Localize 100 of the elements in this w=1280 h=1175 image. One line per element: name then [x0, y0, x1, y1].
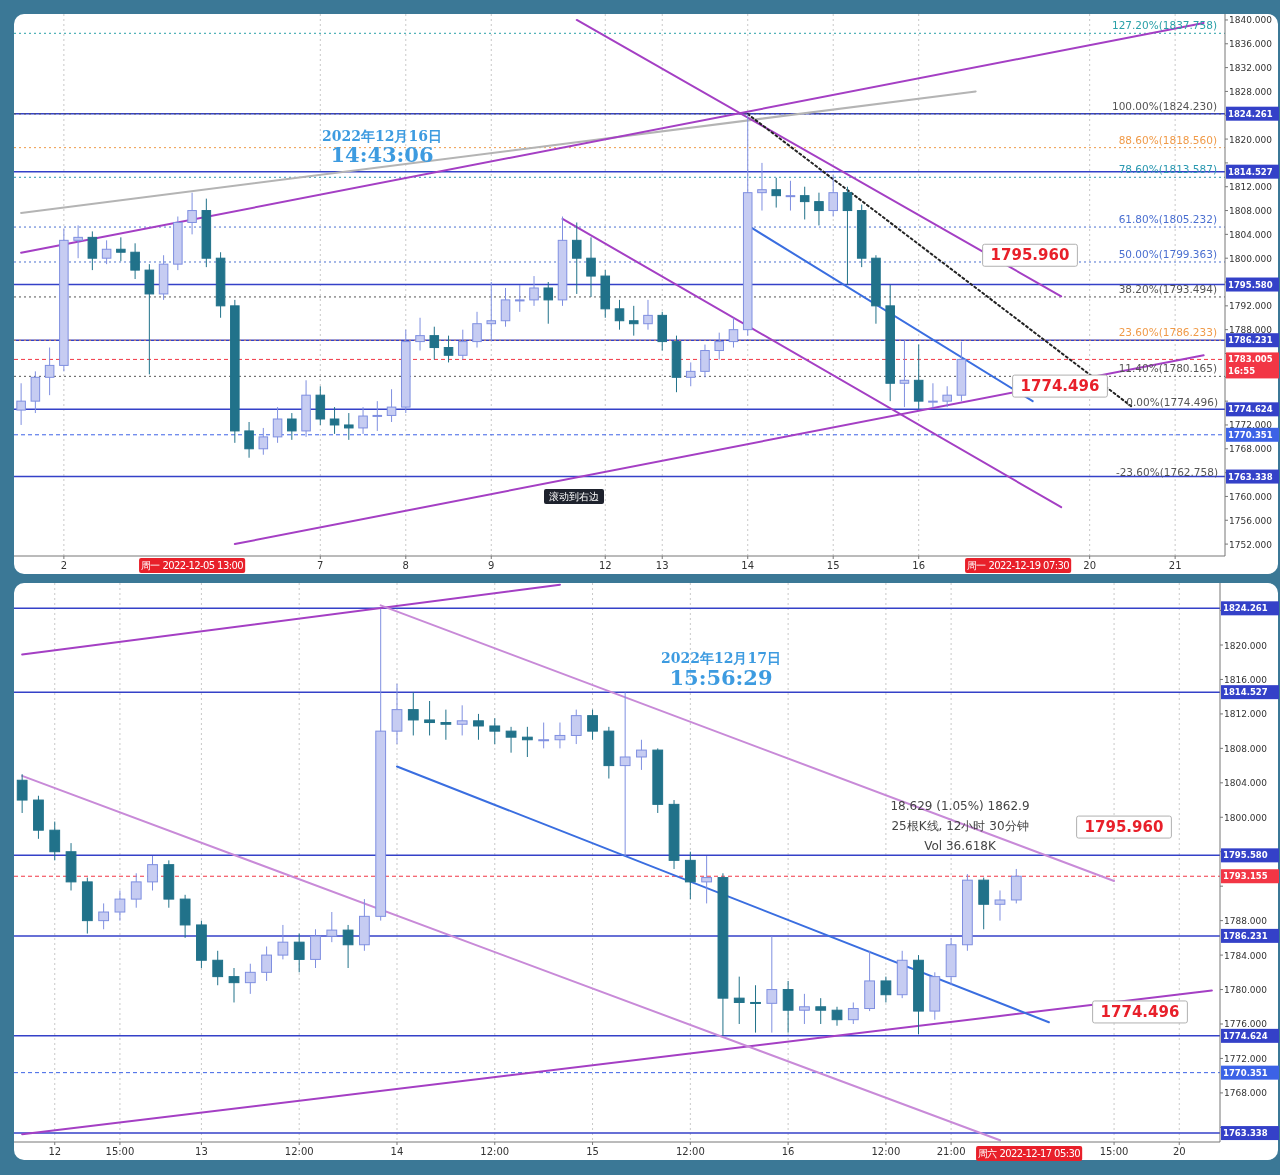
ref-line-label: 1814.527 [1223, 687, 1268, 698]
candlestick [456, 704, 468, 736]
ref-line-label: 1786.231 [1223, 930, 1268, 941]
candlestick [98, 902, 110, 930]
text: 周一 2022-12-05 13:00 [141, 560, 244, 571]
candlestick [815, 997, 827, 1025]
candlestick [114, 889, 126, 922]
candlestick [472, 311, 482, 349]
candlestick [228, 967, 240, 1003]
x-tick-label: 12:00 [480, 1146, 510, 1157]
candlestick [828, 174, 838, 218]
candlestick [994, 889, 1006, 922]
candlestick [701, 855, 713, 904]
ref-line-label: 50.00%(1799.363) [1118, 247, 1217, 260]
candlestick [329, 406, 340, 435]
candlestick [473, 713, 484, 741]
candlestick [49, 821, 61, 861]
candlestick [814, 192, 824, 226]
x-tick-label: 12:00 [284, 1146, 314, 1157]
annotation: 1774.496 [1020, 377, 1100, 396]
candlestick [899, 339, 910, 408]
candlestick [130, 242, 140, 280]
candlestick [614, 299, 625, 331]
x-tick-label: 7 [317, 560, 324, 571]
x-tick-label: 13 [195, 1146, 208, 1157]
annotation: 15:56:29 [669, 665, 773, 690]
y-tick-label: 1832.000 [1229, 63, 1273, 74]
candlestick [942, 385, 952, 408]
y-tick-label: 1792.000 [1229, 301, 1273, 312]
candlestick [733, 976, 745, 1025]
candlestick [443, 335, 454, 363]
y-tick-label: 1776.000 [1224, 1019, 1268, 1030]
candlestick [489, 717, 501, 745]
candlestick [586, 236, 596, 298]
candlestick [277, 924, 289, 960]
y-tick-label: 1768.000 [1224, 1088, 1268, 1099]
x-tick-label: 15:00 [1099, 1146, 1129, 1157]
y-tick-label: 1804.000 [1229, 229, 1273, 240]
ref-line-label: 1793.155 [1223, 871, 1268, 882]
candlestick [643, 299, 653, 331]
ref-line-label: 23.60%(1786.233) [1118, 326, 1217, 339]
ref-line-label: 1774.624 [1228, 404, 1273, 415]
x-tick-label: 14 [390, 1146, 404, 1157]
ref-line-label: 1763.338 [1228, 471, 1273, 482]
x-tick-label: 16 [781, 1146, 795, 1157]
y-tick-label: 1820.000 [1229, 134, 1273, 145]
candlestick [101, 239, 112, 265]
y-tick-label: 1784.000 [1224, 950, 1268, 961]
candlestick [529, 275, 539, 307]
candlestick [847, 1001, 859, 1025]
annotation: -23.60%(1762.758) [1115, 466, 1218, 479]
text: 周六 2022-12-17 05:30 [978, 1148, 1081, 1159]
y-tick-label: 1772.000 [1224, 1053, 1268, 1064]
candlestick [750, 984, 761, 1034]
y-tick-label: 1760.000 [1229, 491, 1273, 502]
candlestick [619, 691, 631, 857]
y-tick-label: 1752.000 [1229, 539, 1273, 550]
ref-line-label: 61.80%(1805.232) [1118, 213, 1217, 226]
annotation: 2022年12月17日 [661, 650, 781, 666]
candlestick [315, 385, 326, 426]
y-tick-label: 1768.000 [1229, 444, 1273, 455]
annotation: 0.00%(1774.496) [1126, 396, 1218, 409]
candlestick [87, 230, 98, 271]
candlestick [757, 162, 767, 212]
y-tick-label: 1812.000 [1224, 709, 1268, 720]
candlestick [771, 177, 781, 209]
candlestick [73, 224, 83, 259]
y-tick-label: 1812.000 [1229, 182, 1273, 193]
candlestick [30, 370, 41, 414]
ref-line-label: 1770.351 [1228, 429, 1273, 440]
x-tick-label: 8 [402, 560, 409, 571]
annotation: 滚动到右边 [549, 491, 599, 502]
candlestick [799, 186, 810, 220]
candlestick [440, 709, 452, 741]
x-tick-label: 20 [1172, 1146, 1186, 1157]
candlestick [554, 722, 566, 749]
x-tick-label: 12 [48, 1146, 62, 1157]
annotation: Vol 36.618K [924, 839, 997, 853]
candlestick [928, 382, 938, 409]
y-tick-label: 1820.000 [1224, 640, 1268, 651]
y-tick-label: 1828.000 [1229, 86, 1273, 97]
candlestick [287, 412, 297, 441]
candlestick [571, 221, 582, 295]
candlestick [538, 722, 550, 749]
candlestick [515, 284, 525, 313]
candlestick [144, 263, 155, 375]
ref-line-label: 88.60%(1818.560) [1118, 133, 1217, 146]
y-tick-label: 1840.000 [1229, 15, 1273, 26]
ref-line-label: 1770.351 [1223, 1067, 1268, 1078]
candlestick [386, 388, 397, 423]
x-tick-label: 12:00 [871, 1146, 901, 1157]
y-tick-label: 1780.000 [1224, 985, 1268, 996]
candlestick [1010, 868, 1022, 904]
annotation: 2022年12月16日 [322, 128, 442, 144]
candlestick [391, 683, 403, 745]
ref-line-label: 1786.231 [1228, 335, 1273, 346]
x-tick-label: 16 [912, 560, 926, 571]
x-tick-label: 14 [741, 560, 755, 571]
y-tick-label: 1772.000 [1229, 420, 1273, 431]
candlestick [714, 332, 724, 360]
